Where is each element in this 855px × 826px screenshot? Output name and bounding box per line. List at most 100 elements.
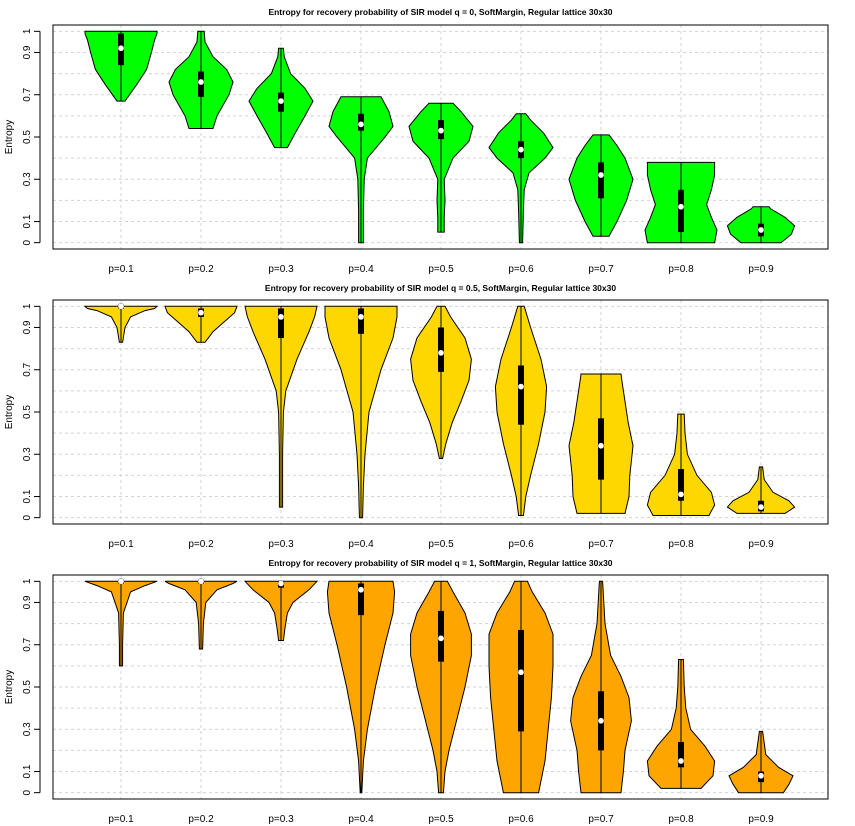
- plot-frame: [52, 24, 829, 250]
- violin-median-point: [757, 772, 765, 779]
- x-tick-label: p=0.1: [108, 264, 134, 275]
- y-axis-label: Entropy: [4, 670, 15, 704]
- plot-frame: [52, 574, 829, 800]
- violin-median-point: [277, 313, 285, 321]
- x-tick-label: p=0.6: [508, 264, 534, 275]
- violin-iqr-box: [598, 162, 604, 199]
- y-tick-label: 1: [22, 578, 33, 584]
- y-axis-label: Entropy: [4, 395, 15, 429]
- chart-title: Entropy for recovery probability of SIR …: [268, 7, 612, 17]
- y-tick-label: 0.7: [22, 362, 33, 376]
- y-tick-label: 0: [22, 239, 33, 245]
- y-tick-label: 0: [22, 789, 33, 795]
- y-tick-label: 0.1: [22, 764, 33, 778]
- violin-median-point: [597, 717, 605, 724]
- x-tick-label: p=0.7: [588, 264, 614, 275]
- plot-frame: [52, 299, 829, 525]
- violin-median-point: [517, 146, 525, 153]
- y-tick-label: 0.9: [22, 45, 33, 59]
- violin-median-point: [517, 383, 525, 390]
- y-tick-label: 1: [22, 28, 33, 34]
- violin-iqr-box: [518, 365, 524, 425]
- chart-title: Entropy for recovery probability of SIR …: [265, 283, 616, 293]
- x-tick-label: p=0.6: [508, 539, 534, 550]
- x-tick-label: p=0.9: [748, 539, 774, 550]
- y-tick-label: 0.9: [22, 595, 33, 609]
- violin-iqr-box: [678, 741, 684, 768]
- violin-iqr-box: [518, 629, 524, 732]
- y-tick-label: 1: [22, 303, 33, 309]
- x-tick-label: p=0.8: [668, 814, 694, 825]
- y-axis-label: Entropy: [4, 120, 15, 154]
- violin-median-point: [677, 757, 685, 765]
- violin-median-point: [197, 578, 205, 585]
- chart-panel-3: Entropy for recovery probability of SIR …: [4, 558, 829, 825]
- y-tick-label: 0.5: [22, 130, 33, 144]
- violin-iqr-box: [438, 327, 444, 372]
- x-tick-label: p=0.4: [348, 539, 374, 550]
- x-tick-label: p=0.4: [348, 814, 374, 825]
- y-tick-label: 0.9: [22, 320, 33, 334]
- violin-median-point: [117, 303, 125, 310]
- x-tick-label: p=0.5: [428, 814, 454, 825]
- violin-median-point: [677, 491, 685, 498]
- violin-iqr-box: [678, 189, 684, 233]
- x-tick-label: p=0.7: [588, 814, 614, 825]
- x-tick-label: p=0.2: [188, 264, 214, 275]
- x-tick-label: p=0.3: [268, 539, 294, 550]
- x-tick-label: p=0.1: [108, 814, 134, 825]
- y-tick-label: 0.3: [22, 447, 33, 461]
- violin-median-point: [117, 45, 125, 52]
- violin-median-point: [117, 578, 125, 585]
- x-tick-label: p=0.2: [188, 539, 214, 550]
- y-tick-label: 0.1: [22, 489, 33, 503]
- x-tick-label: p=0.2: [188, 814, 214, 825]
- violin-median-point: [357, 121, 365, 128]
- violin-median-point: [197, 78, 205, 86]
- violin-median-point: [437, 127, 445, 134]
- x-tick-label: p=0.3: [268, 264, 294, 275]
- x-tick-label: p=0.5: [428, 539, 454, 550]
- x-tick-label: p=0.8: [668, 539, 694, 550]
- x-tick-label: p=0.7: [588, 539, 614, 550]
- x-tick-label: p=0.1: [108, 539, 134, 550]
- violin-median-point: [757, 503, 765, 511]
- y-tick-label: 0.3: [22, 722, 33, 736]
- x-tick-label: p=0.4: [348, 264, 374, 275]
- x-tick-label: p=0.6: [508, 814, 534, 825]
- y-tick-label: 0: [22, 514, 33, 520]
- violin-median-point: [197, 309, 205, 316]
- y-tick-label: 0.7: [22, 637, 33, 651]
- x-tick-label: p=0.9: [748, 814, 774, 825]
- chart-panel-1: Entropy for recovery probability of SIR …: [4, 7, 829, 275]
- x-tick-label: p=0.8: [668, 264, 694, 275]
- violin-median-point: [597, 442, 605, 449]
- chart-title: Entropy for recovery probability of SIR …: [268, 558, 612, 568]
- violin-median-point: [757, 226, 765, 234]
- y-tick-label: 0.5: [22, 680, 33, 694]
- violin-median-point: [357, 313, 365, 321]
- violin-iqr-box: [358, 308, 364, 334]
- y-tick-label: 0.7: [22, 87, 33, 101]
- violin-iqr-box: [278, 308, 284, 339]
- x-tick-label: p=0.3: [268, 814, 294, 825]
- y-tick-label: 0.5: [22, 405, 33, 419]
- violin-median-point: [517, 669, 525, 676]
- violin-median-point: [437, 635, 445, 642]
- x-tick-label: p=0.9: [748, 264, 774, 275]
- violin-median-point: [277, 580, 285, 587]
- y-tick-label: 0.3: [22, 172, 33, 186]
- violin-iqr-box: [678, 469, 684, 501]
- violin-iqr-box: [598, 418, 604, 480]
- y-tick-label: 0.1: [22, 214, 33, 228]
- violin-median-point: [437, 349, 445, 356]
- violin-median-point: [277, 97, 285, 105]
- chart-panel-2: Entropy for recovery probability of SIR …: [4, 283, 829, 550]
- violin-median-point: [677, 203, 685, 210]
- violin-iqr-box: [358, 583, 364, 616]
- x-tick-label: p=0.5: [428, 264, 454, 275]
- violin-median-point: [597, 171, 605, 179]
- violin-median-point: [357, 586, 365, 593]
